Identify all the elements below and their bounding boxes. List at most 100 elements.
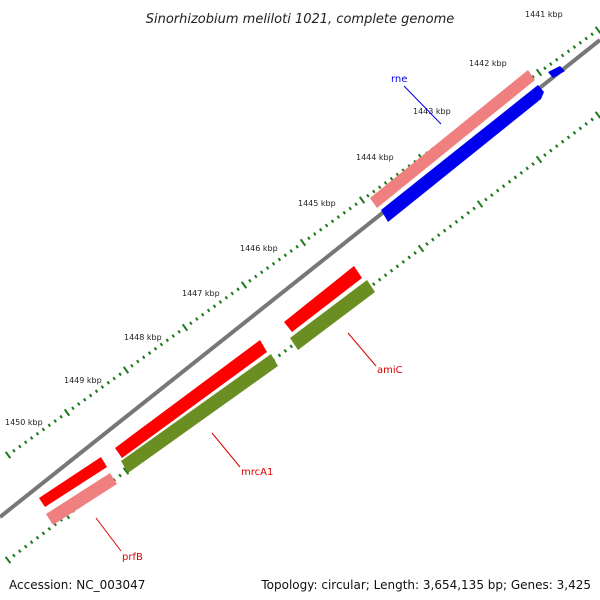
minor-tick	[389, 268, 394, 273]
minor-tick	[41, 427, 46, 432]
minor-tick	[342, 210, 347, 215]
minor-tick	[425, 242, 429, 246]
prfb-leader	[95, 517, 122, 552]
minor-tick	[584, 121, 588, 126]
kbp-label: 1445 kbp	[298, 199, 336, 208]
kbp-label: 1447 kbp	[182, 289, 220, 298]
minor-tick	[354, 202, 358, 207]
gene-leaders	[95, 85, 442, 552]
gene-bar-pink-prfb[interactable]	[46, 473, 117, 525]
gene-bar-green-amic[interactable]	[290, 280, 375, 350]
minor-tick	[118, 372, 122, 377]
minor-tick	[572, 130, 577, 135]
minor-tick	[118, 473, 122, 478]
minor-tick	[289, 249, 293, 253]
minor-tick	[283, 253, 288, 258]
minor-tick	[554, 57, 559, 62]
major-tick	[535, 155, 543, 164]
minor-tick	[77, 402, 81, 406]
minor-tick	[336, 215, 341, 219]
gene-bar-rne[interactable]	[381, 85, 544, 222]
minor-tick	[53, 419, 57, 423]
minor-tick	[348, 206, 352, 211]
gene-bar-red-mrca1[interactable]	[115, 340, 267, 458]
minor-tick	[590, 117, 594, 122]
gene-labels: rne amiC mrcA1 prfB	[122, 74, 407, 563]
minor-tick	[472, 206, 476, 211]
minor-tick	[395, 264, 400, 269]
kbp-label: 1444 kbp	[356, 153, 394, 162]
minor-tick	[519, 170, 524, 175]
minor-tick	[47, 526, 52, 531]
minor-tick	[136, 359, 140, 364]
major-tick	[181, 323, 189, 332]
minor-tick	[377, 185, 382, 190]
minor-tick	[566, 135, 571, 140]
gene-features	[39, 66, 565, 525]
minor-tick	[584, 36, 588, 41]
kbp-labels: 1441 kbp 1442 kbp 1443 kbp 1444 kbp 1445…	[5, 10, 563, 427]
gene-label-rne[interactable]: rne	[391, 74, 407, 85]
minor-tick	[254, 274, 258, 279]
accession-text: Accession: NC_003047	[9, 578, 146, 592]
minor-tick	[159, 342, 164, 347]
major-tick	[476, 200, 484, 208]
minor-tick	[377, 277, 382, 282]
minor-tick	[313, 232, 317, 236]
gene-bar-pink-upper[interactable]	[370, 70, 535, 208]
gene-bar-red-amic[interactable]	[284, 266, 362, 332]
gene-label-prfb[interactable]: prfB	[122, 552, 143, 563]
minor-tick	[29, 436, 34, 440]
minor-tick	[372, 189, 376, 194]
gene-bar-green-mrca1[interactable]	[121, 354, 278, 473]
minor-tick	[495, 188, 500, 193]
minor-tick	[71, 406, 75, 411]
minor-tick	[549, 62, 553, 66]
minor-tick	[289, 344, 293, 349]
gene-arrow-small-blue[interactable]	[548, 66, 565, 78]
minor-tick	[189, 321, 193, 326]
major-tick	[4, 451, 12, 459]
minor-tick	[295, 244, 299, 249]
major-tick	[594, 111, 600, 119]
major-tick	[122, 467, 130, 475]
minor-tick	[560, 53, 565, 58]
minor-tick	[283, 348, 288, 353]
minor-tick	[35, 431, 40, 436]
minor-tick	[23, 544, 28, 549]
minor-tick	[543, 66, 547, 71]
minor-tick	[501, 184, 506, 189]
minor-tick	[554, 144, 559, 149]
major-tick	[417, 244, 425, 253]
major-tick	[299, 238, 307, 247]
minor-tick	[265, 266, 270, 270]
gene-bar-red-prfb[interactable]	[39, 457, 107, 507]
minor-tick	[147, 351, 152, 355]
minor-tick	[130, 363, 134, 368]
minor-tick	[153, 346, 158, 351]
minor-tick	[35, 535, 40, 540]
minor-tick	[47, 423, 52, 428]
major-tick	[4, 556, 12, 564]
minor-tick	[389, 176, 394, 181]
kbp-label: 1448 kbp	[124, 333, 162, 342]
major-tick	[594, 26, 600, 34]
minor-tick	[212, 304, 217, 309]
gene-label-amic[interactable]: amiC	[377, 365, 403, 376]
minor-tick	[82, 397, 87, 402]
minor-tick	[525, 166, 529, 171]
minor-tick	[466, 210, 470, 215]
minor-tick	[259, 270, 264, 275]
minor-tick	[141, 355, 146, 360]
genome-summary-text: Topology: circular; Length: 3,654,135 bp…	[261, 578, 591, 592]
gene-label-mrca1[interactable]: mrcA1	[241, 467, 273, 478]
minor-tick	[230, 291, 234, 296]
minor-tick	[507, 179, 512, 184]
minor-tick	[560, 139, 565, 144]
minor-tick	[171, 334, 175, 338]
minor-tick	[513, 175, 518, 180]
minor-tick	[100, 385, 105, 389]
major-tick	[122, 366, 130, 374]
minor-tick	[566, 49, 571, 54]
